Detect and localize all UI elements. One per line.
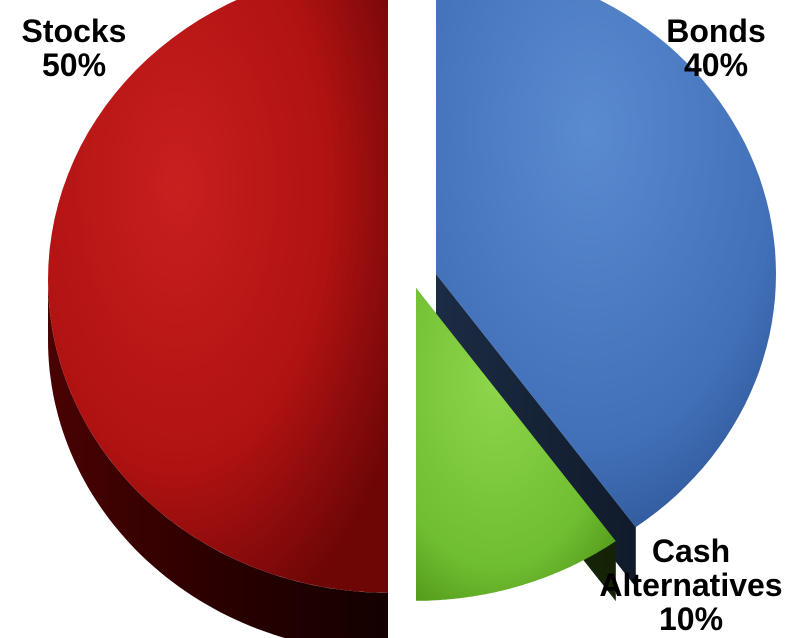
stocks-rim-side — [48, 280, 388, 638]
cash-alternatives-label: Cash Alternatives 10% — [586, 534, 796, 636]
cash-name-line1: Cash — [651, 533, 731, 569]
pie-slices — [48, 0, 776, 638]
stocks-label: Stocks 50% — [8, 14, 140, 82]
bonds-slice — [436, 0, 776, 528]
stocks-percent: 50% — [41, 47, 107, 83]
stocks-slice — [48, 0, 388, 593]
stocks-name: Stocks — [21, 13, 127, 49]
cash-name-line2: Alternatives — [599, 567, 783, 603]
bonds-label: Bonds 40% — [650, 14, 782, 82]
bonds-name: Bonds — [666, 13, 766, 49]
cash-percent: 10% — [658, 601, 724, 637]
cash-alternatives-slice — [416, 288, 616, 601]
bonds-percent: 40% — [683, 47, 749, 83]
